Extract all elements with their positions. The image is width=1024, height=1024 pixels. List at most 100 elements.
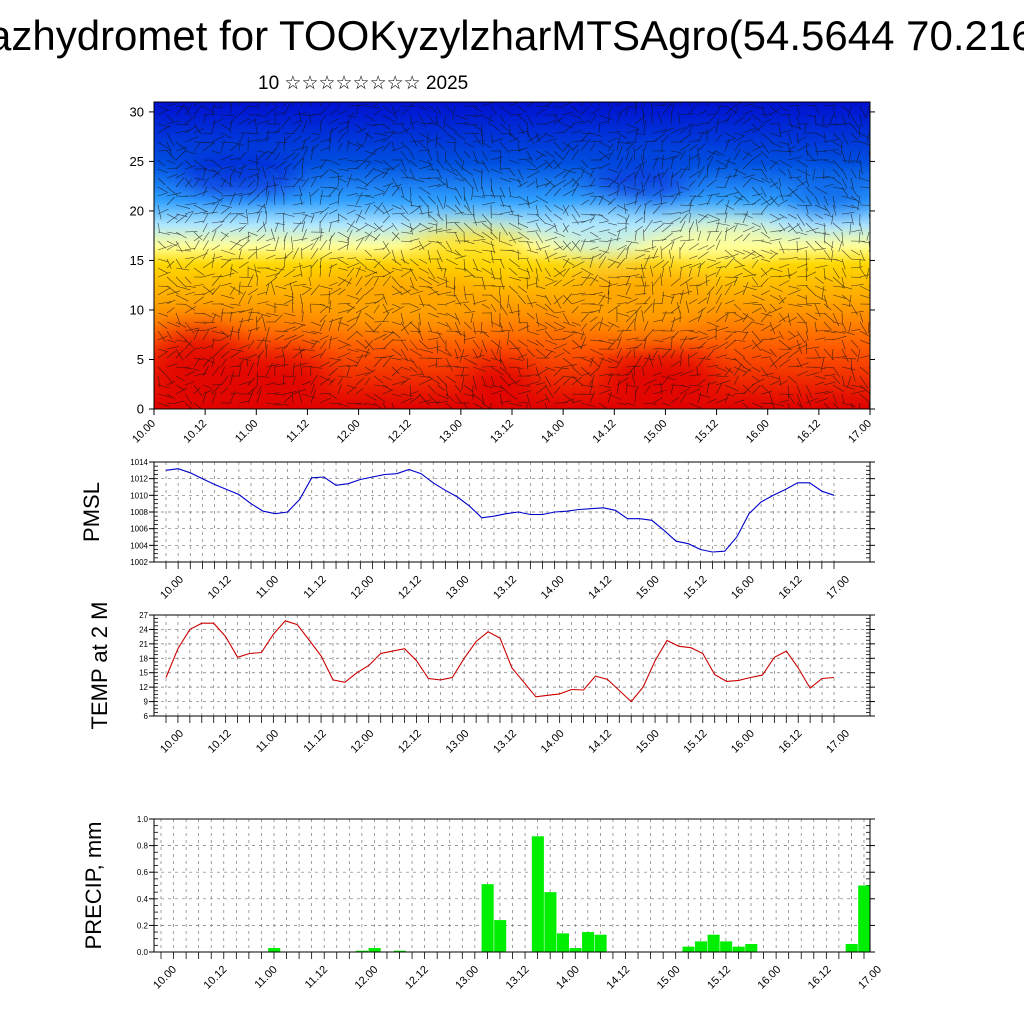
x-tick-label: 16.00 [729, 574, 757, 602]
wind-barb [724, 339, 737, 350]
wind-barb [688, 123, 700, 127]
wind-barb [814, 348, 821, 359]
wind-barb [418, 240, 425, 250]
wind-barb [580, 184, 596, 188]
wind-barb [571, 339, 583, 349]
wind-barb [463, 177, 474, 189]
wind-barb [328, 102, 330, 107]
wind-barb [832, 312, 840, 327]
wind-barb [301, 163, 303, 179]
y-tick-label: 18 [139, 654, 148, 663]
x-tick-label: 16.12 [777, 728, 805, 756]
wind-barb [481, 194, 494, 197]
wind-barb [535, 258, 542, 272]
x-tick-label: 15.00 [642, 418, 670, 446]
wind-barb [760, 168, 768, 180]
wind-barb [643, 219, 653, 233]
wind-barb [679, 102, 681, 107]
wind-barb [193, 231, 203, 241]
wind-barb [697, 165, 705, 179]
wind-barb [607, 206, 617, 215]
wind-barb [166, 393, 176, 400]
heatmap-patch [570, 275, 710, 325]
wind-barb [238, 308, 254, 314]
wind-barb [832, 177, 842, 185]
wind-barb [282, 348, 285, 359]
wind-barb [607, 366, 618, 369]
wind-barb [238, 318, 254, 323]
wind-barb [697, 110, 707, 116]
wind-barb [418, 204, 423, 215]
wind-barb [355, 237, 364, 251]
wind-barb [553, 170, 566, 179]
wind-barb [400, 289, 411, 296]
wind-barb [445, 393, 455, 403]
wind-barb [562, 321, 576, 327]
wind-barb [670, 172, 673, 188]
wind-barb [418, 226, 434, 233]
wind-barb [364, 114, 375, 122]
wind-barb [580, 372, 591, 377]
wind-barb [292, 323, 305, 332]
wind-barb [265, 267, 277, 272]
wind-barb [652, 349, 659, 359]
wind-barb [490, 330, 505, 332]
wind-barb [463, 249, 474, 251]
wind-barb [400, 141, 411, 151]
wind-barb [760, 277, 769, 287]
wind-barb [508, 102, 520, 107]
wind-barb [724, 200, 730, 215]
wind-barb [238, 276, 253, 279]
wind-barb [706, 348, 716, 359]
wind-barb [751, 285, 763, 287]
wind-barb [400, 378, 409, 386]
wind-barb [544, 132, 554, 138]
wind-barb [607, 280, 611, 296]
wind-barb [598, 317, 604, 332]
wind-barb [238, 213, 248, 219]
wind-barb [625, 318, 636, 332]
wind-barb [760, 312, 773, 317]
wind-barb [724, 392, 730, 404]
wind-barb [490, 186, 496, 199]
wind-barb [526, 374, 537, 377]
wind-barb [445, 321, 452, 331]
wind-barb [292, 177, 306, 182]
wind-barb [400, 204, 409, 215]
wind-barb [337, 288, 346, 296]
wind-barb [805, 393, 811, 407]
wind-barb [589, 367, 600, 377]
wind-barb [796, 402, 805, 409]
wind-barb [697, 336, 709, 341]
wind-barb [256, 234, 265, 242]
wind-barb [229, 213, 239, 224]
wind-barb [292, 363, 295, 377]
wind-barb [535, 339, 545, 348]
wind-barb [292, 265, 303, 269]
wind-barb [265, 312, 279, 317]
wind-barb [435, 357, 438, 368]
wind-barb [479, 348, 483, 359]
wind-barb [355, 235, 369, 242]
wind-barb [499, 366, 511, 377]
wind-barb [706, 219, 720, 224]
wind-barb [445, 240, 453, 252]
wind-barb [337, 191, 340, 206]
wind-barb [526, 230, 538, 233]
wind-barb [184, 210, 194, 215]
wind-barb [832, 402, 840, 409]
wind-barb [508, 276, 521, 281]
wind-barb [193, 234, 203, 242]
wind-barb [733, 186, 744, 198]
wind-barb [391, 164, 401, 170]
wind-barb [526, 240, 532, 251]
wind-barb [373, 172, 385, 179]
wind-barb [445, 300, 456, 305]
wind-barb [715, 382, 723, 395]
wind-barb [157, 287, 171, 296]
wind-barb [427, 122, 440, 125]
wind-barb [751, 124, 765, 134]
wind-barb [571, 376, 582, 386]
y-tick-label: 1014 [130, 458, 148, 467]
wind-barb [823, 183, 834, 188]
